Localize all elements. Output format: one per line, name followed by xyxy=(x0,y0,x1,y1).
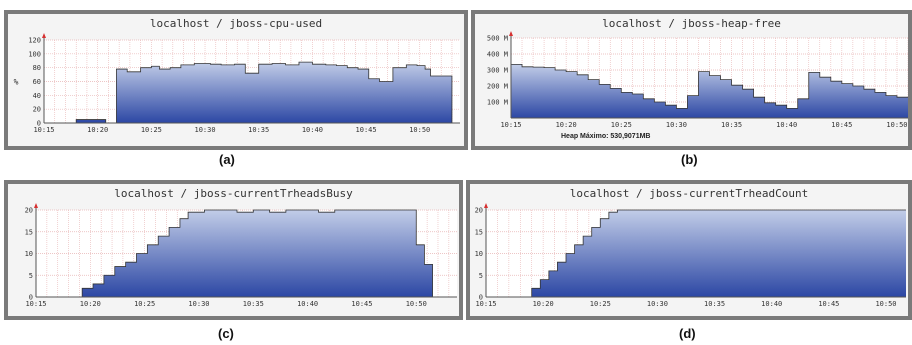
x-tick-label: 10:45 xyxy=(351,300,372,308)
y-tick-label: 20 xyxy=(33,106,41,114)
y-axis-arrow xyxy=(484,203,488,208)
caption-c: (c) xyxy=(218,326,234,341)
caption-b: (b) xyxy=(681,152,698,167)
y-tick-label: 0 xyxy=(479,294,483,302)
x-tick-label: 10:30 xyxy=(188,300,209,308)
series-line xyxy=(486,209,906,298)
x-tick-label: 10:25 xyxy=(141,126,162,134)
chart-cpu-used: 0 20 40 60 80 100 120 10:15 10:20 10:25 10:30 10:35… xyxy=(14,33,460,134)
x-tick-label: 10:25 xyxy=(134,300,155,308)
x-tick-label: 10:50 xyxy=(875,300,896,308)
x-tick-label: 10:25 xyxy=(590,300,611,308)
x-tick-label: 10:15 xyxy=(475,300,496,308)
x-tick-label: 10:35 xyxy=(721,121,742,129)
chart-heap-free: 100 M 200 M 300 M 400 M 500 M 10:15 10:20 10:25… xyxy=(487,31,908,129)
y-tick-label: 80 xyxy=(33,64,41,72)
y-tick-label: 120 xyxy=(28,37,41,45)
chart-title-heap-free: localhost / jboss-heap-free xyxy=(602,17,781,30)
x-tick-label: 10:40 xyxy=(297,300,318,308)
y-tick-label: 400 M xyxy=(487,51,508,59)
y-tick-label: 15 xyxy=(25,228,33,236)
y-tick-label: 20 xyxy=(475,207,483,215)
series-area xyxy=(486,210,906,297)
chart-panel-thread-count: 0 5 10 15 20 10:15 10:20 10:25 10:30 10:35 10:40 10… xyxy=(466,180,912,320)
y-axis-arrow xyxy=(509,31,513,36)
chart-thread-count: 0 5 10 15 20 10:15 10:20 10:25 10:30 10:35 10:40 10… xyxy=(475,203,906,308)
y-tick-label: 5 xyxy=(479,272,483,280)
chart-title-thread-count: localhost / jboss-currentTrheadCount xyxy=(569,187,809,200)
x-tick-label: 10:45 xyxy=(818,300,839,308)
x-tick-label: 10:40 xyxy=(776,121,797,129)
y-tick-label: 100 M xyxy=(487,99,508,107)
series-line xyxy=(511,64,908,109)
heap-max-note: Heap Máximo: 530,9071MB xyxy=(561,133,651,140)
x-tick-label: 10:15 xyxy=(33,126,54,134)
x-tick-label: 10:40 xyxy=(302,126,323,134)
y-tick-label: 20 xyxy=(25,207,33,215)
y-axis-label: % xyxy=(14,78,19,87)
x-tick-label: 10:30 xyxy=(647,300,668,308)
chart-panel-heap-free: 100 M 200 M 300 M 400 M 500 M 10:15 10:20 10:25… xyxy=(471,10,912,150)
x-tick-label: 10:35 xyxy=(243,300,264,308)
x-tick-label: 10:50 xyxy=(886,121,907,129)
series-line xyxy=(36,209,441,298)
y-tick-label: 40 xyxy=(33,92,41,100)
y-tick-label: 60 xyxy=(33,78,41,86)
x-tick-label: 10:20 xyxy=(533,300,554,308)
y-tick-label: 500 M xyxy=(487,35,508,43)
x-tick-label: 10:35 xyxy=(248,126,269,134)
y-tick-label: 0 xyxy=(29,294,33,302)
x-tick-label: 10:45 xyxy=(831,121,852,129)
y-tick-label: 0 xyxy=(37,120,41,128)
x-tick-label: 10:20 xyxy=(80,300,101,308)
chart-threads-busy: 0 5 10 15 20 10:15 10:20 10:25 10:30 10:35 10:40 10… xyxy=(25,203,457,308)
y-axis-arrow xyxy=(42,33,46,38)
x-tick-label: 10:35 xyxy=(704,300,725,308)
y-tick-label: 5 xyxy=(29,272,33,280)
series-area xyxy=(44,62,460,123)
caption-a: (a) xyxy=(219,152,235,167)
x-tick-label: 10:30 xyxy=(194,126,215,134)
chart-panel-threads-busy: 0 5 10 15 20 10:15 10:20 10:25 10:30 10:35 10:40 10… xyxy=(4,180,463,320)
y-tick-label: 10 xyxy=(475,250,483,258)
chart-title-threads-busy: localhost / jboss-currentTrheadsBusy xyxy=(114,187,353,200)
chart-title-cpu-used: localhost / jboss-cpu-used xyxy=(149,17,323,30)
x-tick-label: 10:25 xyxy=(611,121,632,129)
x-tick-label: 10:30 xyxy=(666,121,687,129)
y-axis-arrow xyxy=(34,203,38,208)
x-tick-label: 10:15 xyxy=(25,300,46,308)
x-tick-label: 10:50 xyxy=(406,300,427,308)
series-area xyxy=(36,210,441,297)
y-tick-label: 10 xyxy=(25,250,33,258)
chart-panel-cpu-used: 0 20 40 60 80 100 120 10:15 10:20 10:25 10:30 10:35… xyxy=(4,10,468,150)
y-tick-label: 100 xyxy=(28,50,41,58)
x-tick-label: 10:20 xyxy=(87,126,108,134)
x-tick-label: 10:50 xyxy=(409,126,430,134)
series-line xyxy=(44,61,460,124)
caption-d: (d) xyxy=(679,326,696,341)
x-tick-label: 10:20 xyxy=(556,121,577,129)
y-tick-label: 15 xyxy=(475,228,483,236)
x-tick-label: 10:45 xyxy=(356,126,377,134)
y-tick-label: 200 M xyxy=(487,83,508,91)
x-tick-label: 10:40 xyxy=(761,300,782,308)
x-tick-label: 10:15 xyxy=(500,121,521,129)
y-tick-label: 300 M xyxy=(487,67,508,75)
